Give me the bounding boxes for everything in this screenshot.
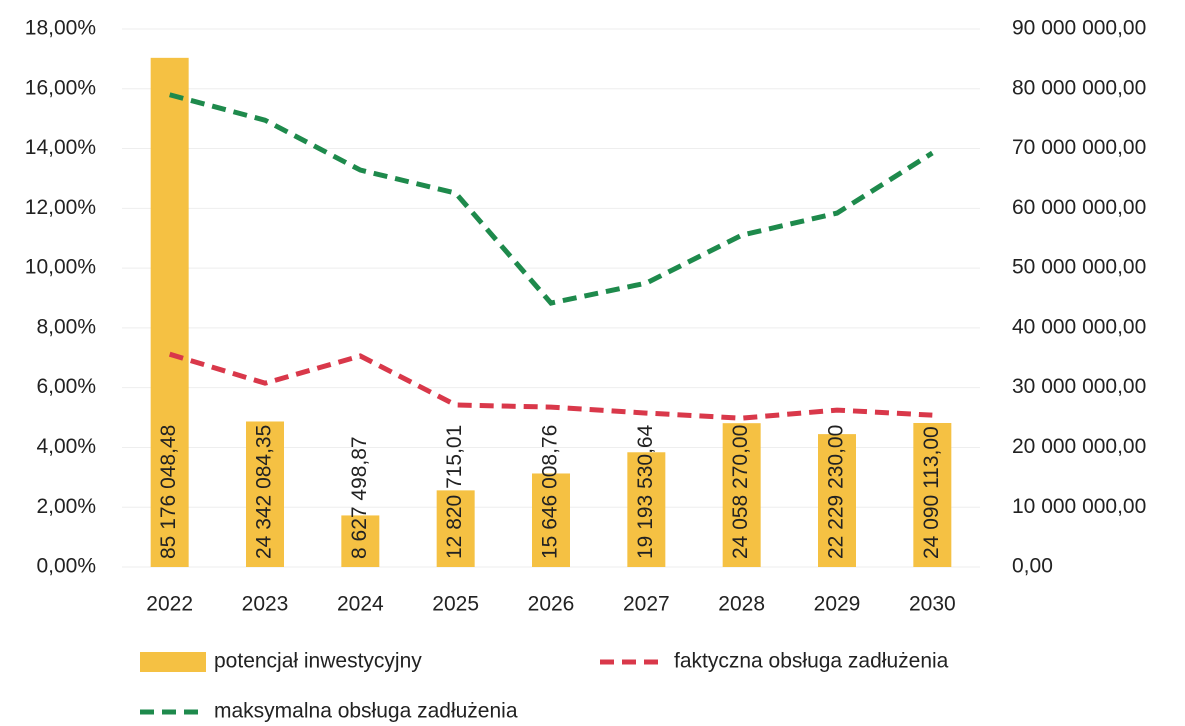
line bbox=[169, 92, 934, 306]
y-tick-label: 10,00% bbox=[25, 256, 96, 279]
y2-tick-label: 70 000 000,00 bbox=[1012, 136, 1146, 159]
x-tick-label: 2030 bbox=[909, 593, 956, 616]
bar bbox=[246, 421, 284, 567]
data-label: 24 058 270,00 bbox=[729, 425, 752, 559]
data-label: 24 090 113,00 bbox=[920, 426, 943, 559]
data-label: 12 820 715,01 bbox=[443, 425, 466, 559]
legend-swatch bbox=[140, 652, 206, 672]
y2-tick-label: 90 000 000,00 bbox=[1012, 17, 1146, 40]
y-tick-label: 18,00% bbox=[25, 17, 96, 40]
x-tick-label: 2028 bbox=[718, 593, 765, 616]
y-tick-label: 8,00% bbox=[36, 315, 96, 338]
x-tick-label: 2023 bbox=[242, 593, 289, 616]
x-tick-label: 2027 bbox=[623, 593, 670, 616]
data-label: 22 229 230,00 bbox=[825, 425, 848, 559]
bar bbox=[532, 473, 570, 567]
bar bbox=[150, 57, 189, 567]
y2-tick-label: 10 000 000,00 bbox=[1012, 495, 1146, 518]
bar bbox=[341, 515, 380, 567]
y-tick-label: 16,00% bbox=[25, 76, 96, 99]
y-tick-label: 14,00% bbox=[25, 136, 96, 159]
bar bbox=[913, 422, 952, 567]
data-label: 85 176 048,48 bbox=[157, 425, 180, 559]
y2-tick-label: 0,00 bbox=[1012, 555, 1053, 578]
legend-label: maksymalna obsługa zadłużenia bbox=[214, 700, 518, 723]
bar bbox=[818, 434, 856, 567]
x-tick-label: 2026 bbox=[528, 593, 575, 616]
legend-label: potencjał inwestycyjny bbox=[214, 650, 422, 673]
x-tick-label: 2029 bbox=[814, 593, 861, 616]
x-tick-label: 2022 bbox=[146, 593, 193, 616]
data-label: 8 627 498,87 bbox=[348, 436, 371, 559]
y-tick-label: 4,00% bbox=[36, 435, 96, 458]
data-label: 19 193 530,64 bbox=[634, 424, 657, 559]
bar bbox=[436, 490, 475, 567]
data-label: 24 342 084,35 bbox=[253, 425, 276, 559]
y-tick-label: 2,00% bbox=[36, 495, 96, 518]
x-tick-label: 2024 bbox=[337, 593, 384, 616]
y-tick-label: 0,00% bbox=[36, 555, 96, 578]
bar bbox=[627, 452, 666, 567]
legend-label: faktyczna obsługa zadłużenia bbox=[674, 650, 949, 673]
bar bbox=[722, 423, 761, 567]
y-tick-label: 12,00% bbox=[25, 196, 96, 219]
y2-tick-label: 50 000 000,00 bbox=[1012, 256, 1146, 279]
data-label: 15 646 008,76 bbox=[539, 425, 562, 559]
y2-tick-label: 60 000 000,00 bbox=[1012, 196, 1146, 219]
y2-tick-label: 40 000 000,00 bbox=[1012, 315, 1146, 338]
line bbox=[168, 351, 933, 421]
y2-tick-label: 30 000 000,00 bbox=[1012, 375, 1146, 398]
y2-tick-label: 80 000 000,00 bbox=[1012, 76, 1146, 99]
y2-tick-label: 20 000 000,00 bbox=[1012, 435, 1146, 458]
x-tick-label: 2025 bbox=[432, 593, 479, 616]
y-tick-label: 6,00% bbox=[36, 375, 96, 398]
